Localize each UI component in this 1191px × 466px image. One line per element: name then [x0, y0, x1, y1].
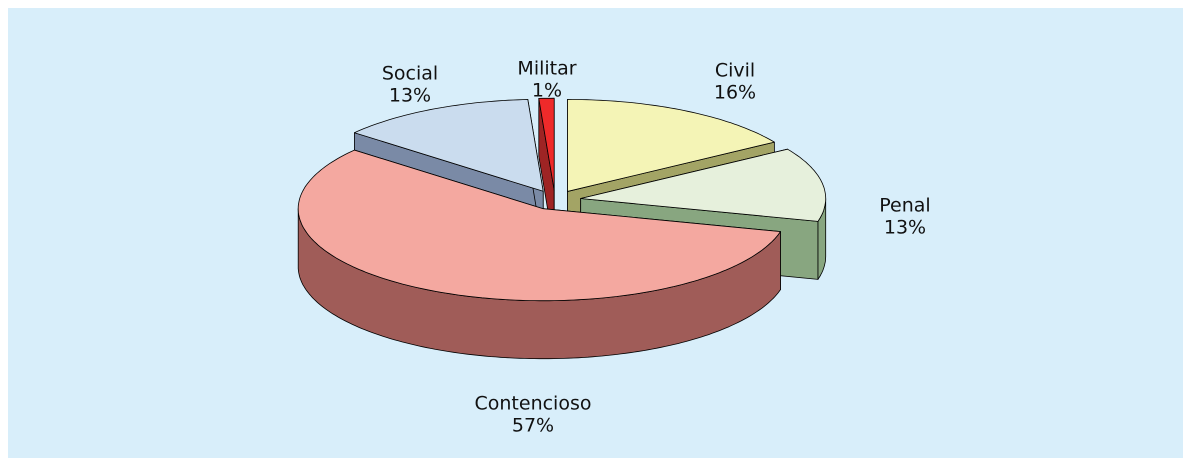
slice-top — [538, 97, 555, 191]
slice-value-label: 1% — [532, 80, 562, 102]
slice-top — [354, 99, 544, 192]
slice-value-label: 13% — [389, 85, 431, 107]
slice-value-label: 57% — [512, 415, 554, 437]
slice-top — [297, 149, 781, 302]
slice-top — [580, 148, 827, 222]
slice-label: Civil — [715, 60, 755, 82]
slice-label: Penal — [879, 195, 930, 217]
slice-label: Social — [382, 63, 438, 85]
slice-label: Contencioso — [475, 393, 592, 415]
slice-label: Militar — [517, 58, 576, 80]
slice-top — [567, 99, 775, 192]
slice-value-label: 16% — [714, 82, 756, 104]
slice — [297, 149, 781, 360]
slice-value-label: 13% — [884, 217, 926, 239]
